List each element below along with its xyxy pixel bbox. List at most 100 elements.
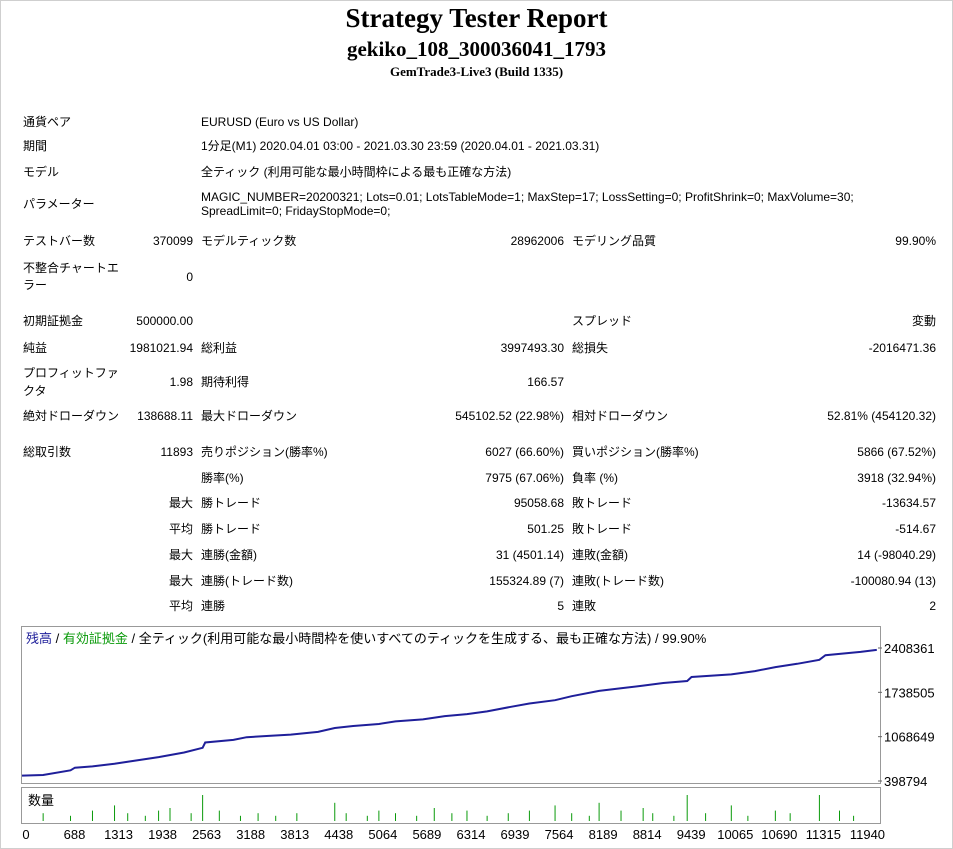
x-tick-label: 11315 xyxy=(806,827,841,842)
short-label: 売りポジション(勝率%) xyxy=(201,445,328,459)
cons-wins-amt-label: 連勝(金額) xyxy=(201,548,257,562)
legend-description: / 全ティック(利用可能な最小時間枠を使いすべてのティックを生成する、最も正確な… xyxy=(127,631,707,646)
total-trades-value: 11893 xyxy=(160,445,193,459)
legend-balance: 残高 xyxy=(26,631,53,646)
total-trades-label: 総取引数 xyxy=(23,445,72,459)
gross-loss-value: -2016471.36 xyxy=(868,341,936,355)
pair-value: EURUSD (Euro vs US Dollar) xyxy=(201,115,359,129)
max-word-consec-cnt: 最大 xyxy=(168,574,193,588)
avg-win-value: 501.25 xyxy=(527,522,564,536)
y-tick-label: 1738505 xyxy=(884,685,935,700)
params-line-1: MAGIC_NUMBER=20200321; Lots=0.01; LotsTa… xyxy=(201,190,854,204)
deposit-label: 初期証拠金 xyxy=(23,314,84,328)
rel-dd-label: 相対ドローダウン xyxy=(572,409,669,423)
largest-win-value: 95058.68 xyxy=(513,496,564,510)
loss-rate-value: 3918 (32.94%) xyxy=(857,471,936,485)
expected-label: 期待利得 xyxy=(201,375,250,389)
spread-value: 変動 xyxy=(911,314,936,328)
params-line-2: SpreadLimit=0; FridayStopMode=0; xyxy=(201,204,391,218)
x-tick-label: 1938 xyxy=(148,827,177,842)
ticks-value: 28962006 xyxy=(510,234,564,248)
largest-win-label: 勝トレード xyxy=(201,496,262,510)
avg-loss-label: 敗トレード xyxy=(572,522,633,536)
gross-loss-label: 総損失 xyxy=(572,341,609,355)
max-dd-value: 545102.52 (22.98%) xyxy=(455,409,564,423)
volume-label: 数量 xyxy=(28,793,55,808)
y-tick-label: 2408361 xyxy=(884,641,935,656)
rel-dd-value: 52.81% (454120.32) xyxy=(827,409,936,423)
avg-word-consec: 平均 xyxy=(168,599,193,613)
x-tick-label: 3188 xyxy=(236,827,265,842)
report-title: Strategy Tester Report xyxy=(345,3,608,33)
max-dd-label: 最大ドローダウン xyxy=(201,409,298,423)
x-tick-label: 6314 xyxy=(457,827,486,842)
cons-losses-cnt-value: -100080.94 (13) xyxy=(850,574,936,588)
largest-loss-label: 敗トレード xyxy=(572,496,633,510)
x-tick-label: 7564 xyxy=(545,827,574,842)
avg-cons-wins-value: 5 xyxy=(557,599,564,613)
x-tick-label: 10065 xyxy=(717,827,753,842)
cons-wins-amt-value: 31 (4501.14) xyxy=(495,548,564,562)
volume-chart-area xyxy=(21,787,881,824)
largest-word: 最大 xyxy=(168,496,193,510)
y-tick-label: 398794 xyxy=(884,774,927,789)
legend-separator: / xyxy=(52,631,63,646)
cons-wins-cnt-value: 155324.89 (7) xyxy=(489,574,564,588)
x-tick-label: 5064 xyxy=(368,827,397,842)
x-tick-label: 688 xyxy=(64,827,86,842)
expected-value: 166.57 xyxy=(527,375,564,389)
model-value: 全ティック (利用可能な最小時間枠による最も正確な方法) xyxy=(201,165,512,179)
avg-cons-losses-label: 連敗 xyxy=(572,599,597,613)
spread-label: スプレッド xyxy=(572,314,633,328)
bars-value: 370099 xyxy=(152,234,193,248)
loss-rate-label: 負率 (%) xyxy=(572,471,618,485)
abs-dd-value: 138688.11 xyxy=(137,409,193,423)
expert-name: gekiko_108_300036041_1793 xyxy=(346,37,606,61)
x-tick-label: 2563 xyxy=(192,827,221,842)
ticks-label: モデルティック数 xyxy=(201,234,297,248)
x-tick-label: 8189 xyxy=(589,827,618,842)
params-label: パラメーター xyxy=(23,197,95,211)
long-label: 買いポジション(勝率%) xyxy=(572,445,699,459)
gross-profit-label: 総利益 xyxy=(201,341,238,355)
cons-losses-amt-label: 連敗(金額) xyxy=(572,548,628,562)
mismatch-label-1: 不整合チャートエ xyxy=(23,261,119,275)
x-tick-label: 1313 xyxy=(104,827,133,842)
x-tick-label: 5689 xyxy=(412,827,441,842)
pair-label: 通貨ペア xyxy=(23,115,72,129)
pf-label-2: クタ xyxy=(23,384,47,398)
legend-equity: 有効証拠金 xyxy=(62,631,128,646)
x-tick-label: 4438 xyxy=(324,827,353,842)
net-label: 純益 xyxy=(23,341,48,355)
server-build: GemTrade3-Live3 (Build 1335) xyxy=(389,64,564,79)
quality-value: 99.90% xyxy=(895,234,936,248)
win-rate-value: 7975 (67.06%) xyxy=(485,471,564,485)
mismatch-label-2: ラー xyxy=(23,278,48,292)
x-tick-label: 9439 xyxy=(677,827,706,842)
y-tick-label: 1068649 xyxy=(884,730,935,745)
cons-losses-amt-value: 14 (-98040.29) xyxy=(857,548,936,562)
model-label: モデル xyxy=(23,165,60,179)
deposit-value: 500000.00 xyxy=(136,314,193,328)
bars-label: テストバー数 xyxy=(23,234,96,248)
avg-loss-value: -514.67 xyxy=(895,522,936,536)
net-value: 1981021.94 xyxy=(129,341,193,355)
balance-chart-area xyxy=(21,626,881,784)
x-tick-label: 11940 xyxy=(850,827,885,842)
pf-label-1: プロフィットファ xyxy=(23,366,119,380)
x-tick-label: 0 xyxy=(22,827,29,842)
period-label: 期間 xyxy=(23,139,48,153)
average-word: 平均 xyxy=(168,522,193,536)
period-value: 1分足(M1) 2020.04.01 03:00 - 2021.03.30 23… xyxy=(201,139,600,153)
chart-legend: 残高 / 有効証拠金 / 全ティック(利用可能な最小時間枠を使いすべてのティック… xyxy=(26,628,706,647)
x-tick-label: 6939 xyxy=(501,827,530,842)
avg-win-label: 勝トレード xyxy=(201,522,262,536)
short-value: 6027 (66.60%) xyxy=(485,445,564,459)
avg-cons-wins-label: 連勝 xyxy=(201,599,226,613)
balance-line xyxy=(21,648,877,777)
cons-losses-cnt-label: 連敗(トレード数) xyxy=(572,574,664,588)
max-word-consec-amt: 最大 xyxy=(168,548,193,562)
gross-profit-value: 3997493.30 xyxy=(500,341,564,355)
win-rate-label: 勝率(%) xyxy=(201,471,244,485)
